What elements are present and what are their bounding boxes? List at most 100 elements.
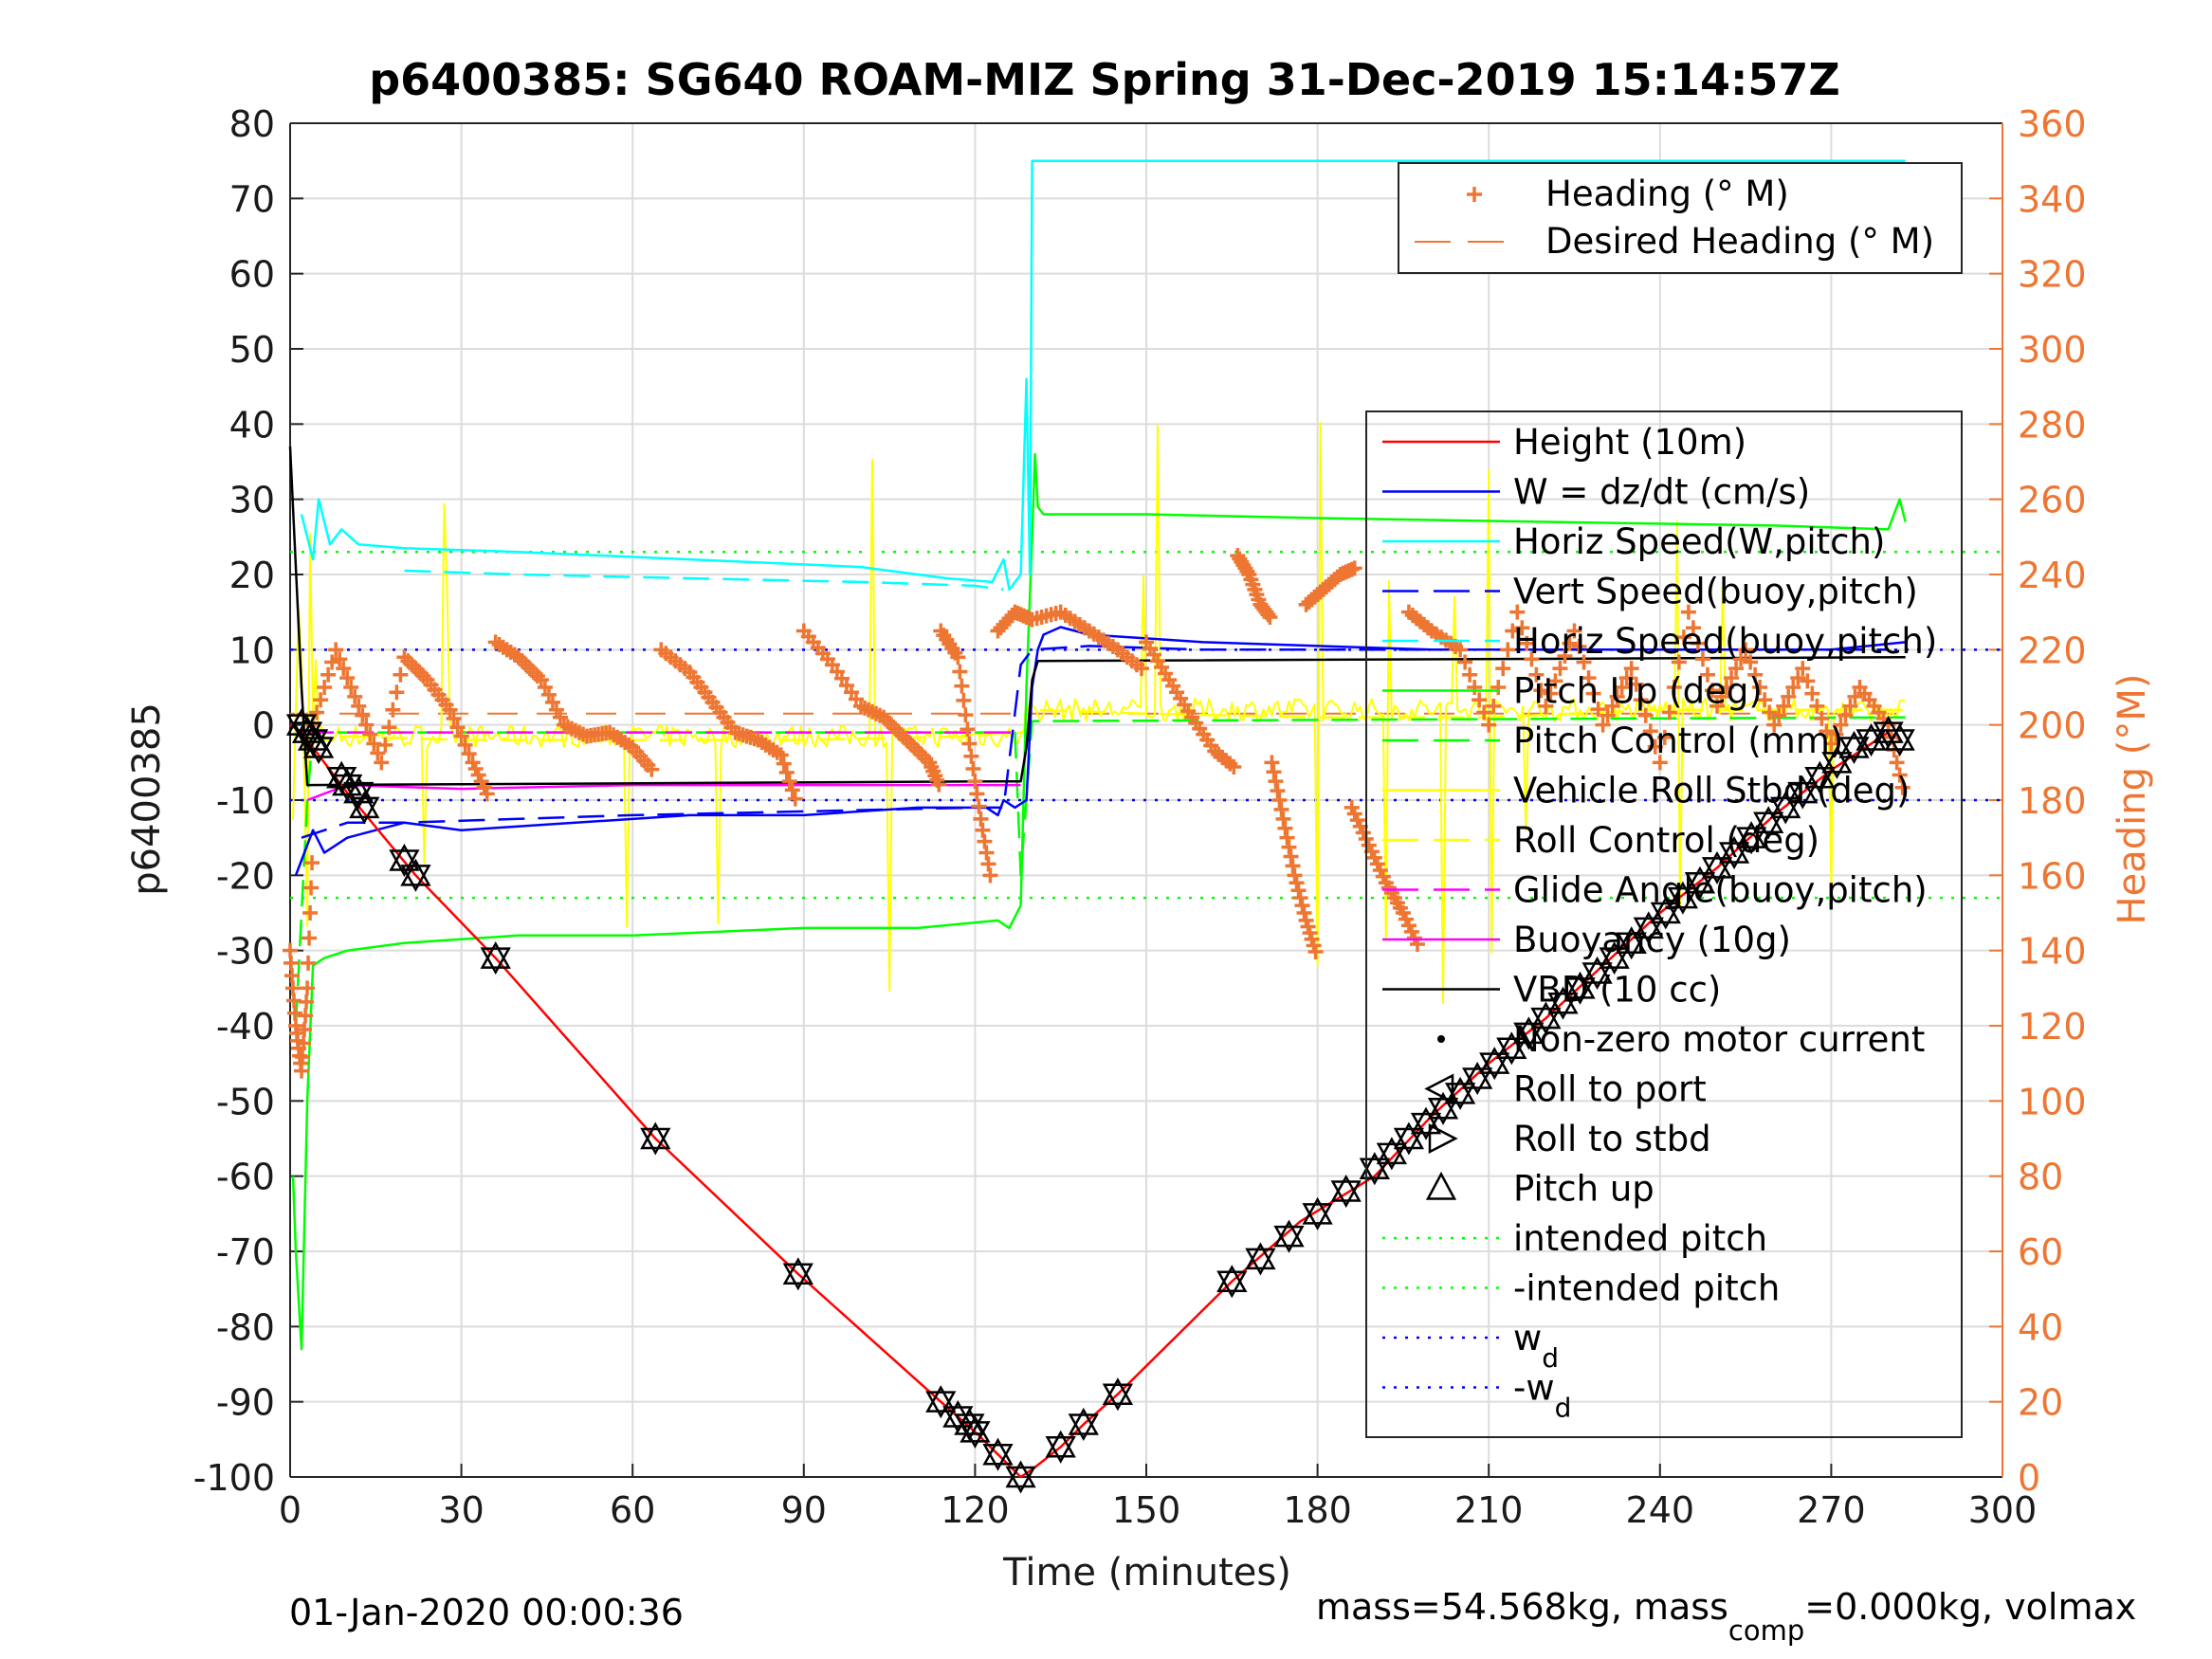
heading-marker: [787, 791, 803, 807]
roll-marker: [1735, 827, 1767, 855]
pitch-up-marker: [1513, 1016, 1545, 1045]
heading-marker: [1724, 670, 1740, 686]
legend-label-main: Buoyancy (10g): [1513, 920, 1791, 960]
heading-marker: [960, 721, 976, 738]
heading-marker: [1699, 666, 1715, 683]
roll-marker: [1633, 917, 1664, 945]
heading-marker: [1557, 647, 1573, 664]
heading-marker: [302, 905, 319, 921]
roll-marker: [389, 849, 420, 878]
roll-marker: [640, 1127, 671, 1156]
heading-marker: [1652, 755, 1668, 771]
pitch-up-marker: [1667, 881, 1699, 909]
pitch-up-marker: [1547, 986, 1579, 1014]
pitch-up-marker: [982, 1437, 1014, 1466]
heading-marker: [457, 737, 473, 753]
heading-marker: [461, 746, 477, 762]
heading-marker: [1771, 707, 1787, 723]
pitch-up-marker: [480, 941, 511, 969]
heading-marker: [1809, 698, 1825, 714]
x-tick-label: 90: [781, 1489, 827, 1531]
heading-marker: [1279, 830, 1295, 846]
heading-marker: [296, 1035, 312, 1051]
pitch-up-marker: [1302, 1196, 1333, 1225]
roll-marker: [285, 714, 318, 742]
heading-marker: [479, 786, 495, 802]
heading-marker: [954, 678, 970, 694]
heading-marker: [1453, 642, 1469, 658]
heading-marker: [952, 664, 968, 680]
heading-marker: [347, 688, 363, 704]
heading-marker: [1833, 717, 1849, 733]
pitch-up-marker: [1393, 1121, 1425, 1150]
heading-marker: [453, 728, 469, 744]
roll-marker: [1005, 1466, 1036, 1494]
heading-marker: [1889, 755, 1905, 771]
heading-marker: [1307, 943, 1324, 959]
y-tick-label: -50: [216, 1081, 275, 1122]
heading-marker: [973, 811, 989, 827]
legend-label-main: Pitch up: [1513, 1169, 1654, 1210]
w-line: [294, 626, 1906, 876]
heading-marker: [295, 1049, 311, 1066]
legend-label-main: intended pitch: [1513, 1218, 1767, 1259]
heading-marker: [1294, 898, 1310, 914]
roll-marker: [1616, 932, 1647, 960]
heading-marker: [776, 756, 792, 772]
heading-marker: [355, 707, 371, 723]
legend-label-main: Height (10m): [1513, 422, 1746, 463]
heading-marker: [1576, 654, 1592, 670]
heading-marker: [1581, 670, 1597, 686]
heading-marker: [1528, 666, 1545, 683]
heading-marker: [1719, 680, 1735, 695]
roll-marker: [302, 737, 335, 765]
x-tick-label: 270: [1797, 1489, 1866, 1531]
legend-label-sub: d: [1555, 1393, 1572, 1424]
y2-tick-label: 220: [2018, 629, 2087, 671]
heading-marker: [1296, 905, 1312, 921]
heading-marker: [324, 654, 340, 670]
y2-tick-label: 140: [2018, 931, 2087, 973]
heading-marker: [1467, 680, 1483, 695]
roll-marker: [1045, 1436, 1076, 1464]
heading-marker: [1675, 629, 1691, 646]
heading-marker: [1486, 698, 1502, 714]
heading-marker: [393, 666, 409, 683]
legend-label: intended pitch: [1513, 1218, 1767, 1259]
y-tick-label: -100: [193, 1457, 275, 1499]
legend-heading: Heading (° M) Desired Heading (° M): [1398, 162, 1963, 274]
x-tick-label: 150: [1112, 1489, 1181, 1531]
legend-label-main: Pitch Control (mm): [1513, 720, 1843, 761]
heading-marker: [1819, 723, 1835, 739]
heading-marker: [336, 661, 352, 677]
heading-marker: [1472, 692, 1488, 708]
pitch-up-marker: [1496, 1031, 1527, 1060]
legend-label: Pitch Control (mm): [1513, 720, 1843, 761]
heading-marker: [1714, 688, 1730, 704]
heading-marker: [351, 698, 367, 714]
heading-marker: [1262, 609, 1278, 625]
heading-marker: [1538, 698, 1554, 714]
legend-label: Height (10m): [1513, 422, 1746, 463]
heading-marker: [778, 764, 795, 780]
pitch-up-marker: [1564, 971, 1596, 999]
heading-marker: [1514, 620, 1530, 636]
pitch-up-marker: [640, 1121, 671, 1150]
footer-date: 01-Jan-2020 00:00:36: [289, 1592, 684, 1633]
roll-marker: [297, 729, 329, 757]
heading-marker: [381, 720, 397, 736]
legend-label: Vert Speed(buoy,pitch): [1513, 572, 1918, 612]
heading-marker: [1738, 642, 1754, 658]
heading-marker: [961, 736, 978, 752]
y2-tick-label: 0: [2018, 1457, 2040, 1499]
heading-marker: [358, 717, 375, 733]
heading-marker: [982, 867, 998, 884]
heading-marker: [1505, 623, 1521, 639]
pitch-up-marker: [1427, 1091, 1459, 1120]
heading-marker: [1226, 758, 1242, 775]
pitch-up-marker: [302, 730, 335, 758]
roll-marker: [1359, 1158, 1390, 1186]
roll-marker: [1599, 947, 1630, 975]
heading-marker: [320, 666, 337, 683]
roll-marker: [1884, 729, 1915, 757]
